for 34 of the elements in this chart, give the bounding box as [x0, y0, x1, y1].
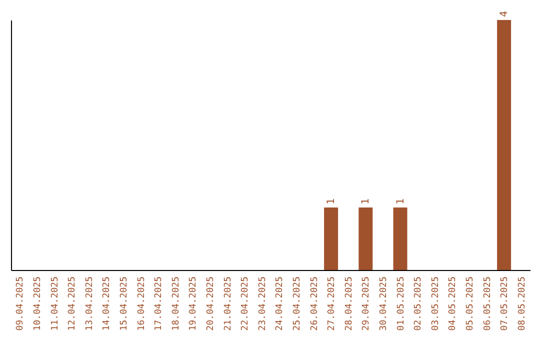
- x-tick-label: 22.04.2025: [240, 276, 251, 331]
- x-tick-label: 28.04.2025: [344, 276, 354, 331]
- x-tick-label: 03.05.2025: [430, 276, 441, 331]
- x-tick-label: 25.04.2025: [292, 276, 302, 331]
- x-tick-label: 02.05.2025: [414, 276, 424, 331]
- x-tick-label: 30.04.2025: [378, 276, 389, 331]
- x-tick-label: 18.04.2025: [171, 276, 182, 331]
- x-tick-label: 07.05.2025: [500, 276, 510, 331]
- data-label: 4: [499, 10, 510, 17]
- x-tick-label: 29.04.2025: [362, 276, 372, 331]
- x-tick-label: 09.04.2025: [16, 276, 26, 331]
- x-tick-label: 14.04.2025: [102, 276, 112, 331]
- x-tick-label: 23.04.2025: [258, 276, 268, 331]
- x-tick-label: 10.04.2025: [32, 276, 43, 331]
- x-tick-label: 01.05.2025: [396, 276, 406, 331]
- x-tick-label: 05.05.2025: [465, 276, 476, 331]
- x-tick-label: 06.05.2025: [482, 276, 493, 331]
- x-tick-label: 04.05.2025: [448, 276, 458, 331]
- x-tick-label: 13.04.2025: [84, 276, 95, 331]
- x-tick-label: 19.04.2025: [188, 276, 199, 331]
- x-tick-label: 08.05.2025: [517, 276, 528, 331]
- x-tick-label: 11.04.2025: [50, 276, 60, 331]
- x-tick-label: 16.04.2025: [136, 276, 147, 331]
- data-label: 1: [360, 198, 372, 204]
- x-tick-label: 15.04.2025: [119, 276, 130, 331]
- x-tick-label: 27.04.2025: [327, 276, 338, 331]
- x-tick-label: 26.04.2025: [310, 276, 320, 331]
- x-tick-label: 21.04.2025: [223, 276, 234, 331]
- x-tick-label: 17.04.2025: [154, 276, 164, 331]
- x-tick-label: 12.04.2025: [68, 276, 78, 331]
- data-label: 1: [395, 198, 406, 204]
- data-label: 1: [326, 198, 338, 204]
- x-tick-label: 24.04.2025: [275, 276, 286, 331]
- x-tick-label: 20.04.2025: [206, 276, 216, 331]
